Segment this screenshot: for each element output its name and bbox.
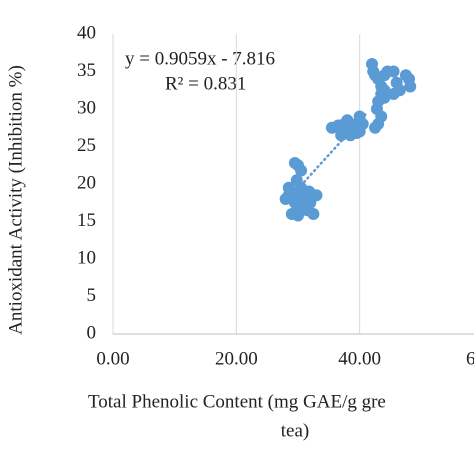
y-tick-label: 5 [87, 285, 97, 306]
point [292, 209, 304, 222]
x-axis-title: tea) [281, 420, 309, 441]
y-tick-label: 25 [77, 135, 96, 156]
y-tick-label: 35 [77, 60, 96, 81]
y-axis-title: Antioxidant Activity (Inhibition %) [5, 65, 26, 335]
point [303, 185, 316, 198]
x-tick-label: 0.00 [96, 348, 129, 369]
y-tick-label: 20 [77, 172, 96, 193]
y-tick-label: 0 [87, 322, 97, 343]
point [279, 193, 292, 205]
point [356, 118, 369, 130]
point [387, 65, 400, 78]
point [307, 208, 320, 220]
point [288, 191, 301, 204]
r-squared: R² = 0.831 [165, 73, 246, 94]
x-axis-title: Total Phenolic Content (mg GAE/g gre [88, 391, 386, 412]
point [335, 129, 348, 142]
x-tick-label: 40.00 [338, 348, 381, 369]
point [282, 181, 295, 194]
x-tick-label: 6 [466, 348, 474, 369]
point [404, 80, 417, 93]
point [387, 88, 400, 100]
point [295, 164, 308, 177]
point [350, 127, 363, 139]
point [375, 88, 388, 100]
y-tick-label: 40 [77, 22, 96, 43]
y-tick-label: 30 [77, 97, 96, 118]
y-tick-label: 15 [77, 210, 96, 231]
y-tick-label: 10 [77, 247, 96, 268]
trendline-equation: y = 0.9059x - 7.816 [125, 48, 275, 69]
point [369, 121, 382, 134]
trendline [302, 112, 368, 184]
x-tick-label: 20.00 [215, 348, 258, 369]
